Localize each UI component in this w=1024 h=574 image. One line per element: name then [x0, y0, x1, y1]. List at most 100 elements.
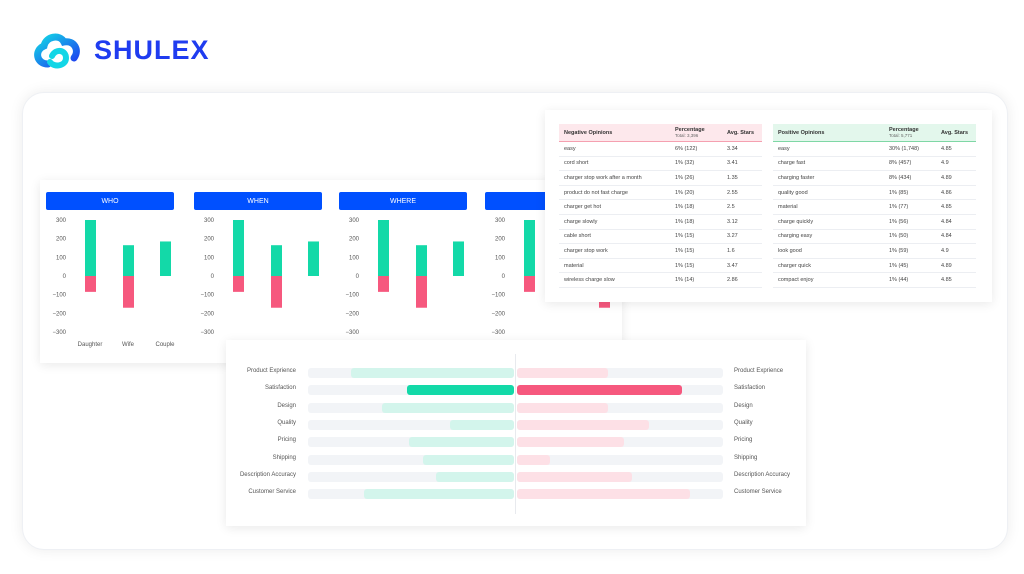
table-row: charger quick 1% (45) 4.89	[773, 259, 976, 274]
brand-name: SHULEX	[94, 34, 210, 65]
sentiment-row[interactable]: Pricing Pricing	[226, 433, 806, 450]
negative-track	[308, 454, 514, 465]
opinion-cell: material	[564, 262, 584, 269]
y-tick-label: −200	[345, 311, 359, 317]
y-tick-label: 100	[349, 255, 360, 261]
aspect-label-left: Description Accuracy	[239, 471, 296, 478]
sentiment-row[interactable]: Shipping Shipping	[226, 451, 806, 468]
sentiment-row[interactable]: Quality Quality	[226, 416, 806, 433]
table-row: charge quickly 1% (56) 4.84	[773, 215, 976, 230]
negative-bar[interactable]	[524, 276, 535, 292]
positive-bar[interactable]	[416, 245, 427, 276]
negative-fill	[363, 489, 514, 500]
opinion-cell: charging easy	[778, 233, 813, 240]
positive-fill	[517, 419, 649, 430]
stars-cell: 2.5	[727, 204, 735, 211]
stars-cell: 4.85	[941, 277, 952, 284]
opinion-cell: charge fast	[778, 160, 806, 167]
stars-cell: 3.27	[727, 233, 738, 240]
positive-track	[517, 385, 723, 396]
stars-cell: 4.86	[941, 189, 952, 196]
negative-track	[308, 471, 514, 482]
table-row: material 1% (15) 3.47	[559, 259, 762, 274]
y-tick-label: 300	[349, 218, 360, 224]
opinion-cell: charge quickly	[778, 218, 814, 225]
positive-track	[517, 489, 723, 500]
negative-bar[interactable]	[123, 276, 134, 308]
stars-cell: 4.85	[941, 204, 952, 211]
stars-cell: 4.89	[941, 262, 952, 269]
y-tick-label: −300	[491, 330, 505, 336]
table-row: charge fast 8% (457) 4.9	[773, 157, 976, 172]
positive-bar[interactable]	[233, 220, 244, 276]
chart-where: WHERE 300 200 100 0 −100 −200 −300	[339, 192, 479, 362]
negative-bar[interactable]	[233, 276, 244, 292]
sentiment-row[interactable]: Product Exprience Product Exprience	[226, 364, 806, 381]
col-stars: Avg. Stars	[941, 129, 969, 136]
stars-cell: 4.84	[941, 233, 952, 240]
percentage-cell: 1% (50)	[889, 233, 909, 240]
opinion-cell: cable short	[564, 233, 591, 240]
negative-bar[interactable]	[416, 276, 427, 308]
percentage-cell: 1% (26)	[675, 174, 695, 181]
positive-fill	[517, 385, 682, 396]
opinion-cell: easy	[564, 145, 576, 152]
positive-bar[interactable]	[308, 241, 319, 276]
percentage-cell: 1% (18)	[675, 204, 695, 211]
chart-header[interactable]: WHO	[46, 192, 174, 210]
stars-cell: 1.6	[727, 247, 735, 254]
positive-bar[interactable]	[524, 220, 535, 276]
stars-cell: 3.41	[727, 160, 738, 167]
sentiment-row[interactable]: Satisfaction Satisfaction	[226, 381, 806, 398]
positive-bar[interactable]	[453, 241, 464, 276]
sentiment-row[interactable]: Design Design	[226, 399, 806, 416]
opinion-cell: easy	[778, 145, 790, 152]
chart-plot: 300 200 100 0 −100 −200 −300	[345, 218, 464, 336]
aspect-label-right: Description Accuracy	[734, 471, 791, 478]
percentage-cell: 1% (77)	[889, 204, 909, 211]
chart-header[interactable]: WHERE	[339, 192, 467, 210]
y-tick-label: 100	[204, 255, 215, 261]
positive-bar[interactable]	[378, 220, 389, 276]
chart-who: WHO 300 200 100 0 −100 −200 −300 Daughter Wife Co…	[46, 192, 186, 362]
y-tick-label: 100	[495, 255, 506, 261]
percentage-cell: 1% (15)	[675, 233, 695, 240]
negative-fill	[423, 454, 514, 465]
sentiment-row[interactable]: Description Accuracy Description Accuracy	[226, 468, 806, 485]
positive-bar[interactable]	[160, 241, 171, 276]
table-row: product do not fast charge 1% (20) 2.55	[559, 186, 762, 201]
positive-bar[interactable]	[85, 220, 96, 276]
chart-header[interactable]: WHEN	[194, 192, 322, 210]
aspect-label-right: Quality	[734, 419, 753, 426]
percentage-cell: 1% (44)	[889, 277, 909, 284]
col-percentage: Percentage Total: 3,396	[675, 127, 705, 138]
opinion-cell: quality good	[778, 189, 808, 196]
negative-fill	[382, 402, 514, 413]
negative-track	[308, 385, 514, 396]
negative-fill	[435, 471, 514, 482]
negative-bar[interactable]	[378, 276, 389, 292]
positive-track	[517, 368, 723, 378]
positive-fill	[517, 437, 625, 448]
negative-bar[interactable]	[85, 276, 96, 292]
table-row: wireless charge slow 1% (14) 2.86	[559, 273, 762, 288]
positive-fill	[517, 489, 691, 500]
negative-track	[308, 419, 514, 430]
table-header: Positive Opinions Percentage Total: 5,771…	[773, 124, 976, 142]
negative-bar[interactable]	[271, 276, 282, 308]
percentage-cell: 8% (457)	[889, 160, 912, 167]
positive-bar[interactable]	[123, 245, 134, 276]
y-tick-label: −100	[491, 293, 505, 299]
shulex-logo-icon	[34, 33, 80, 69]
opinion-cell: charger stop work	[564, 247, 608, 254]
table-row: charger get hot 1% (18) 2.5	[559, 200, 762, 215]
sentiment-row[interactable]: Customer Service Customer Service	[226, 485, 806, 502]
table-row: cable short 1% (15) 3.27	[559, 230, 762, 245]
positive-bar[interactable]	[271, 245, 282, 276]
stars-cell: 1.35	[727, 174, 738, 181]
positive-track	[517, 437, 723, 448]
percentage-cell: 1% (15)	[675, 247, 695, 254]
positive-track	[517, 454, 723, 465]
